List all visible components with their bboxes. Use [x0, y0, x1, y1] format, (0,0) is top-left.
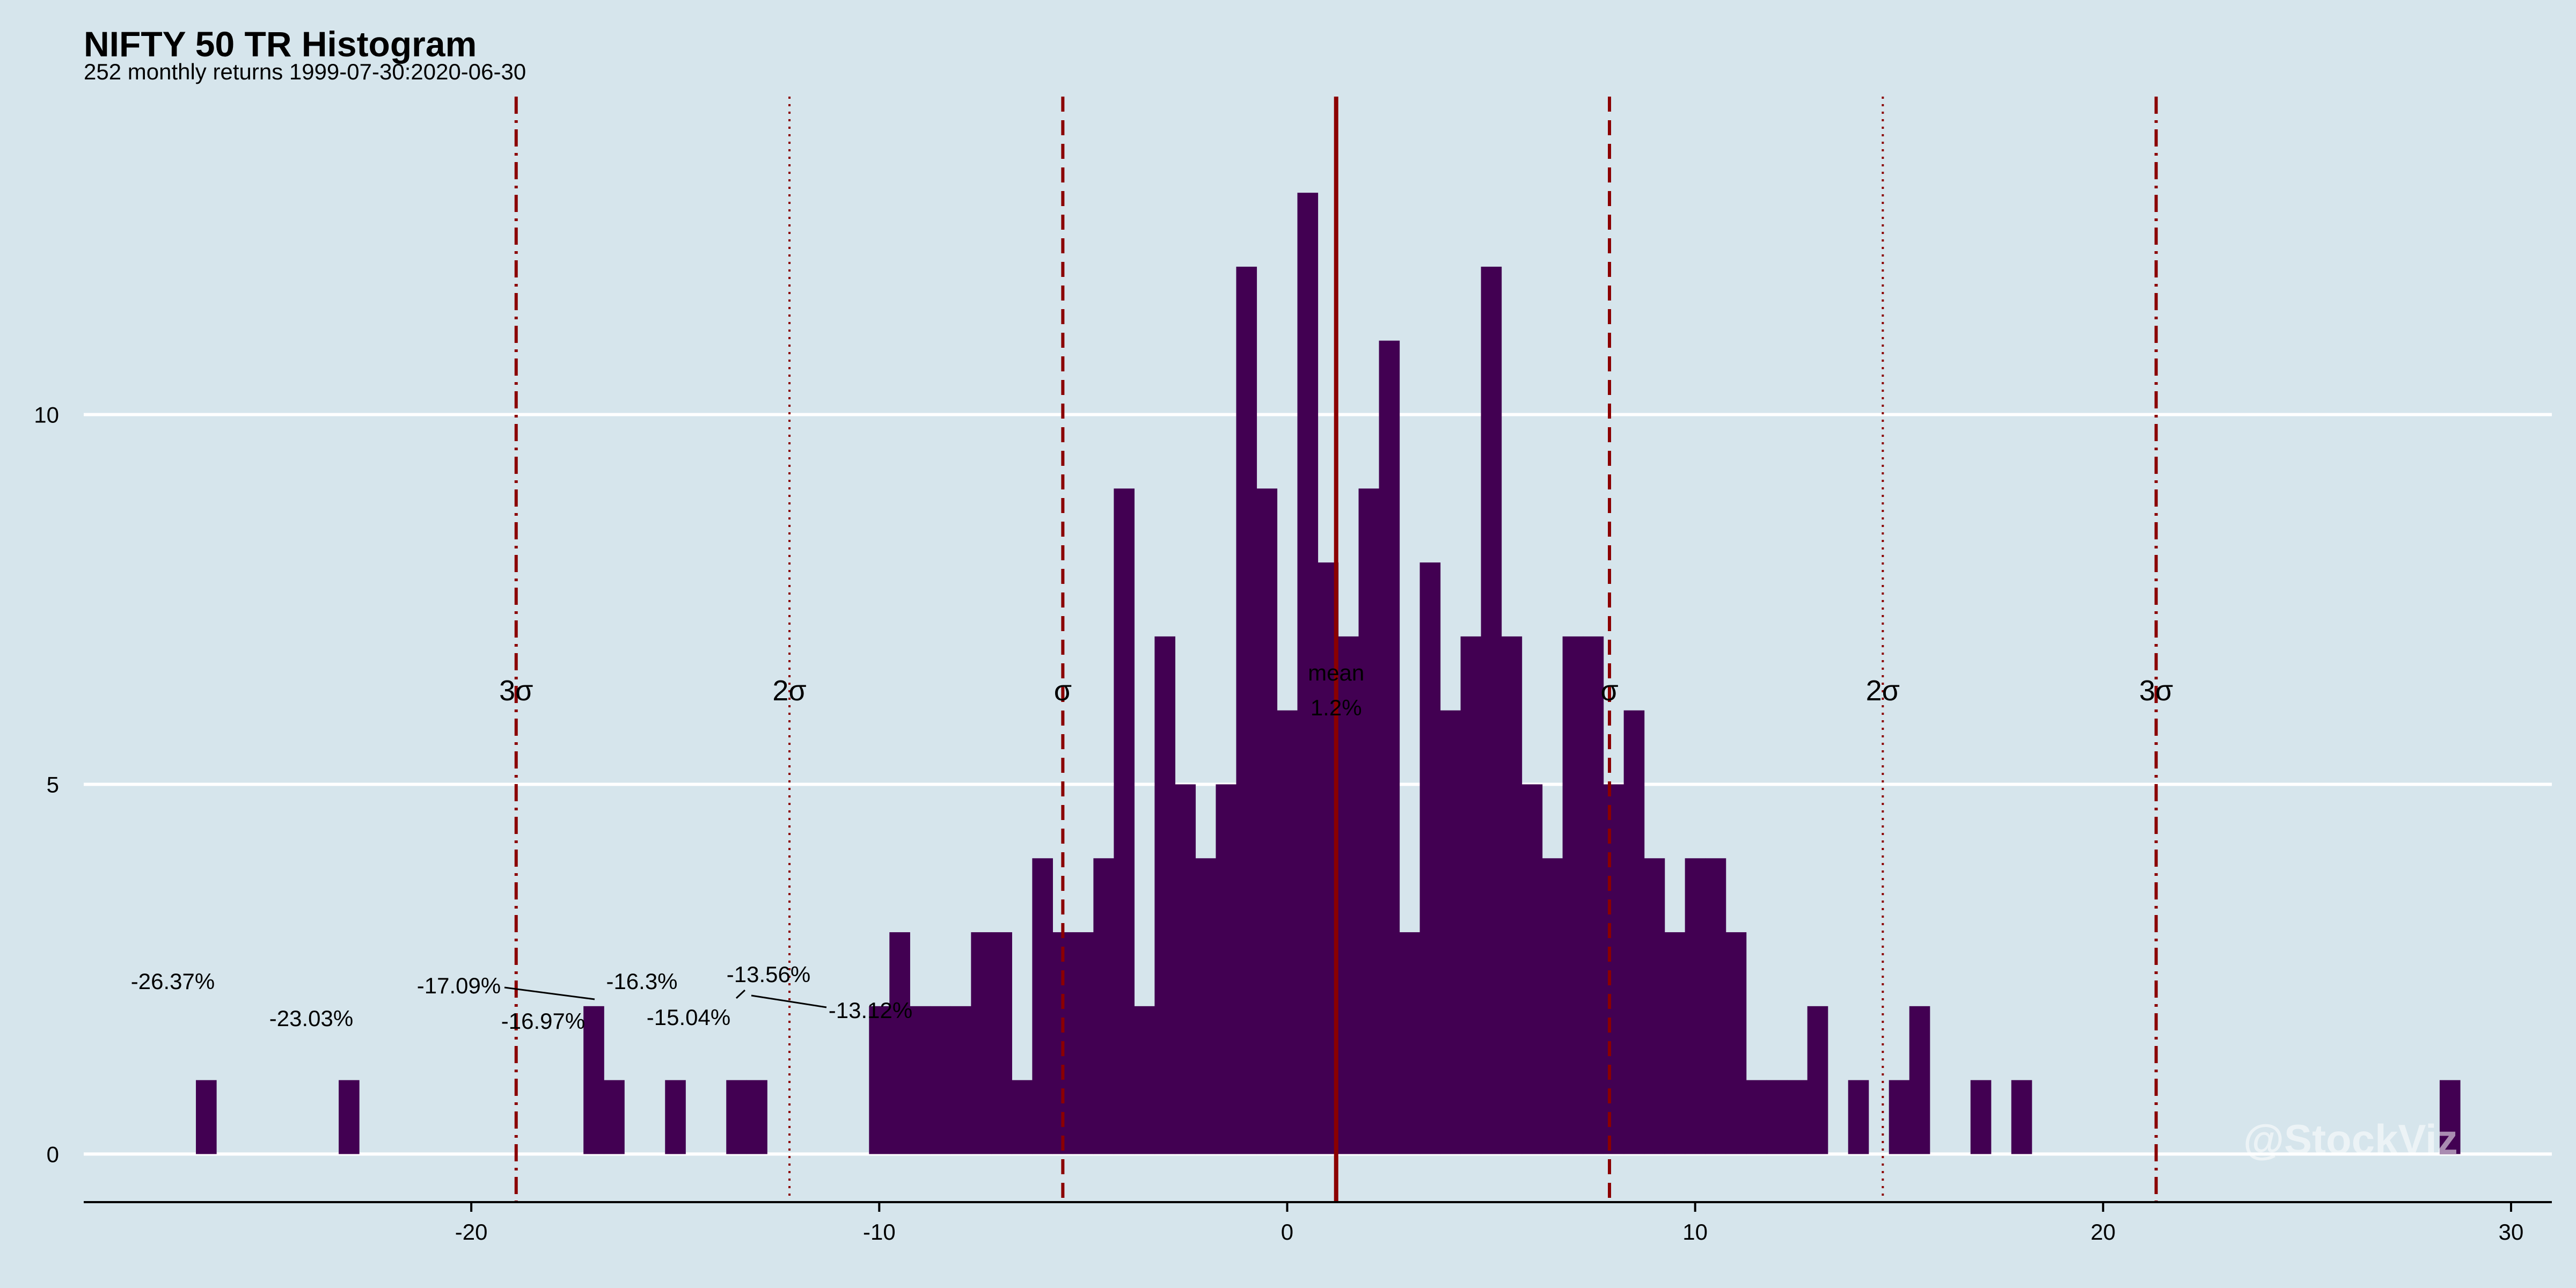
- outlier-label: -26.37%: [131, 969, 215, 994]
- histogram-bar: [1256, 488, 1278, 1154]
- x-axis: -20 -10 0 10 20 30: [84, 1201, 2552, 1245]
- reference-lines: mean 1.2% σ σ 2σ 2σ 3σ 3σ: [499, 97, 2173, 1202]
- histogram-bar: [971, 932, 992, 1154]
- histogram-bar: [1685, 858, 1706, 1154]
- histogram-bar: [726, 1080, 747, 1154]
- histogram-bar: [1501, 636, 1523, 1154]
- histogram-bars: [196, 193, 2461, 1154]
- histogram-bar: [1807, 1006, 1828, 1154]
- x-tick-label: 30: [2499, 1219, 2524, 1245]
- histogram-bar: [1725, 932, 1747, 1154]
- histogram-bar: [1012, 1080, 1033, 1154]
- watermark: @StockViz: [2243, 1116, 2458, 1163]
- outlier-label: -15.04%: [647, 1005, 730, 1030]
- y-tick-label-0: 0: [47, 1141, 59, 1167]
- histogram-bar: [1032, 858, 1053, 1154]
- sigma-label-plus-3-sigma: 3σ: [2139, 675, 2173, 707]
- histogram-bar: [1481, 266, 1502, 1154]
- sigma-label-plus-2-sigma: 2σ: [1866, 675, 1900, 707]
- chart-subtitle: 252 monthly returns 1999-07-30:2020-06-3…: [84, 59, 526, 84]
- histogram-bar: [1379, 340, 1400, 1154]
- histogram-bar: [1766, 1080, 1788, 1154]
- histogram-bar: [1889, 1080, 1910, 1154]
- histogram-bar: [1175, 784, 1196, 1154]
- mean-value-label: 1.2%: [1311, 695, 1362, 720]
- histogram-bar: [1440, 710, 1461, 1154]
- histogram-bar: [1236, 266, 1257, 1154]
- histogram-bar: [1664, 932, 1686, 1154]
- x-tick-label: 0: [1281, 1219, 1293, 1245]
- histogram-bar: [950, 1006, 971, 1154]
- annotation-leader-line: [504, 986, 595, 1000]
- histogram-bar: [1093, 858, 1115, 1154]
- outlier-label: -13.56%: [727, 962, 810, 987]
- histogram-bar: [1297, 193, 1319, 1154]
- histogram-bar: [889, 932, 910, 1154]
- histogram-bar: [1073, 932, 1094, 1154]
- histogram-bar: [1358, 488, 1380, 1154]
- y-tick-label-10: 10: [34, 402, 59, 428]
- annotation-leader-line: [751, 994, 827, 1008]
- histogram-bar: [991, 932, 1012, 1154]
- sigma-label-minus-3-sigma: 3σ: [499, 675, 533, 707]
- histogram-bar: [1216, 784, 1237, 1154]
- histogram-bar: [339, 1080, 360, 1154]
- histogram-bar: [604, 1080, 625, 1154]
- histogram-bar: [1277, 710, 1298, 1154]
- histogram-bar: [1460, 636, 1482, 1154]
- histogram-bar: [2439, 1080, 2461, 1154]
- histogram-bar: [1521, 784, 1543, 1154]
- histogram-bar: [1562, 636, 1584, 1154]
- histogram-bar: [930, 1006, 951, 1154]
- histogram-bar: [1542, 858, 1563, 1154]
- histogram-bar: [869, 1006, 890, 1154]
- x-tick-label: -20: [455, 1219, 488, 1245]
- histogram-bar: [1154, 636, 1176, 1154]
- y-axis-ticks: 0 5 10: [34, 402, 59, 1167]
- histogram-bar: [1134, 1006, 1155, 1154]
- histogram-bar: [1746, 1080, 1767, 1154]
- sigma-label-minus-1-sigma: σ: [1054, 675, 1072, 707]
- y-tick-label-5: 5: [47, 772, 59, 797]
- histogram-bar: [1114, 488, 1135, 1154]
- histogram-bar: [2011, 1080, 2032, 1154]
- x-tick-label: 10: [1682, 1219, 1708, 1245]
- histogram-bar: [1338, 636, 1359, 1154]
- mean-label: mean: [1308, 660, 1364, 685]
- annotation-leader-line: [735, 989, 746, 999]
- histogram-bar: [1603, 784, 1624, 1154]
- histogram-bar: [1970, 1080, 1992, 1154]
- histogram-bar: [1419, 562, 1441, 1154]
- x-tick-label: 20: [2090, 1219, 2116, 1245]
- histogram-bar: [910, 1006, 931, 1154]
- histogram-bar: [1909, 1006, 1930, 1154]
- outlier-annotations: -26.37% -23.03% -17.09%-16.97% -16.3% -15.04…: [131, 962, 912, 1034]
- outlier-label: -16.97%: [501, 1008, 585, 1034]
- outlier-label: -16.3%: [606, 969, 677, 994]
- histogram-bar: [1644, 858, 1665, 1154]
- sigma-label-plus-1-sigma: σ: [1600, 675, 1618, 707]
- histogram-bar: [1195, 858, 1217, 1154]
- histogram-bar: [747, 1080, 767, 1154]
- outlier-label: -17.09%: [417, 973, 501, 998]
- histogram-bar: [1705, 858, 1726, 1154]
- histogram-bar: [665, 1080, 686, 1154]
- histogram-bar: [1848, 1080, 1869, 1154]
- outlier-label: -13.12%: [829, 998, 912, 1023]
- x-tick-label: -10: [863, 1219, 896, 1245]
- histogram-bar: [1583, 636, 1604, 1154]
- sigma-label-minus-2-sigma: 2σ: [772, 675, 806, 707]
- histogram-bar: [1399, 932, 1421, 1154]
- histogram-bar: [1787, 1080, 1808, 1154]
- histogram-bar: [196, 1080, 217, 1154]
- chart-title: NIFTY 50 TR Histogram: [84, 24, 477, 64]
- histogram-bar: [583, 1006, 604, 1154]
- histogram-bar: [1623, 710, 1645, 1154]
- outlier-label: -23.03%: [269, 1006, 353, 1031]
